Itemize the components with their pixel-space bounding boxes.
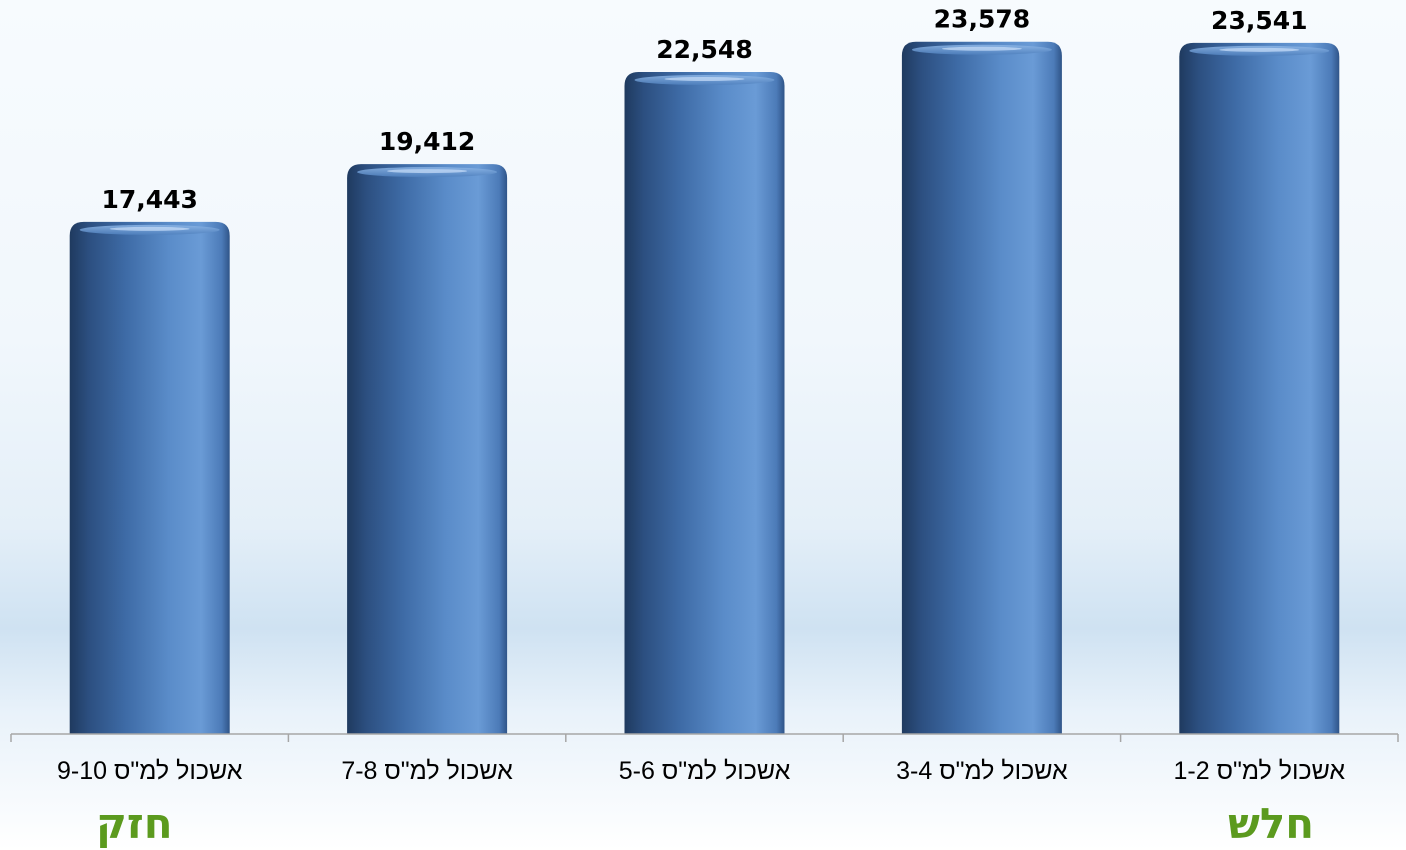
bar (901, 41, 1062, 734)
labels-layer: 17,443 אשכול למ"ס 9-10 19,412 אשכול למ"ס 7-… (57, 5, 1345, 785)
bar (69, 221, 230, 734)
bar-cap-highlight (664, 76, 745, 81)
category-label: אשכול למ"ס 5-6 (619, 757, 791, 785)
bar-cap-highlight (109, 226, 190, 231)
bar-value-label: 19,412 (379, 127, 475, 156)
bar (347, 164, 508, 735)
bar-cap-highlight (1219, 47, 1300, 52)
bars-layer (69, 41, 1340, 735)
bar-cap-highlight (941, 46, 1022, 51)
weak-end-label: חלש (1228, 799, 1315, 848)
x-axis (10, 733, 1399, 742)
bar (1179, 42, 1340, 734)
strong-end-label: חזק (96, 799, 173, 848)
bar (624, 71, 785, 734)
bar-value-label: 23,541 (1211, 6, 1307, 35)
bar-group (347, 164, 508, 735)
bar-value-label: 17,443 (101, 185, 197, 214)
bar-group (901, 41, 1062, 734)
category-label: אשכול למ"ס 3-4 (896, 757, 1068, 785)
bar-group (69, 221, 230, 734)
bar-value-label: 23,578 (934, 5, 1030, 34)
bar-group (1179, 42, 1340, 734)
bar-cap-highlight (387, 169, 468, 174)
category-label: אשכול למ"ס 1-2 (1174, 757, 1346, 785)
bar-value-label: 22,548 (656, 35, 752, 64)
bar-group (624, 71, 785, 734)
category-label: אשכול למ"ס 9-10 (57, 757, 243, 785)
category-label: אשכול למ"ס 7-8 (341, 757, 513, 785)
